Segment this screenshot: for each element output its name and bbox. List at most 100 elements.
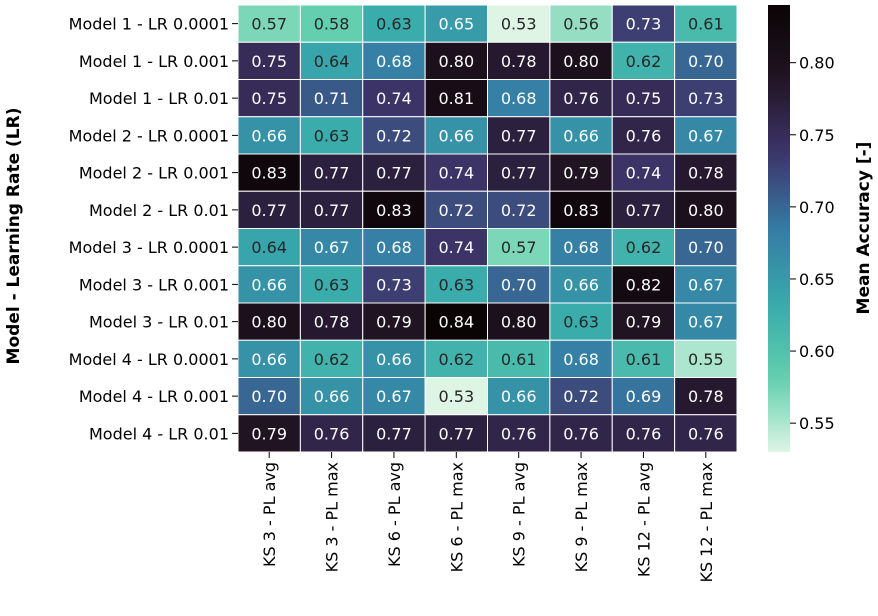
cell-value-label: 0.73	[376, 275, 412, 294]
colorbar-tick-label: 0.70	[799, 198, 835, 217]
heatmap-cell	[674, 414, 738, 453]
heatmap-cell	[362, 377, 426, 416]
cell-value-label: 0.57	[501, 238, 537, 257]
row-label: Model 3 - LR 0.0001	[69, 238, 229, 257]
heatmap-cell	[299, 41, 364, 80]
cell-value-label: 0.75	[251, 52, 287, 71]
heatmap-cell	[611, 79, 676, 118]
cell-value-label: 0.67	[688, 126, 724, 145]
column-label: KS 12 - PL max	[697, 462, 716, 583]
heatmap-cell	[237, 414, 301, 453]
cell-value-label: 0.67	[376, 387, 412, 406]
cell-value-label: 0.63	[314, 275, 350, 294]
cell-value-label: 0.57	[251, 15, 287, 34]
cell-value-label: 0.80	[251, 313, 287, 332]
cell-value-label: 0.62	[626, 52, 662, 71]
heatmap-cell	[487, 190, 551, 229]
cell-value-label: 0.79	[626, 313, 662, 332]
heatmap-cell	[362, 79, 426, 118]
column-label: KS 3 - PL max	[323, 462, 342, 572]
cell-value-label: 0.66	[501, 387, 537, 406]
cell-value-label: 0.61	[626, 350, 662, 369]
row-label: Model 1 - LR 0.01	[89, 89, 229, 108]
heatmap-cell	[424, 41, 488, 80]
cell-value-label: 0.75	[251, 89, 287, 108]
y-axis-label: Model - Learning Rate (LR)	[4, 108, 24, 365]
cell-value-label: 0.53	[439, 387, 475, 406]
heatmap-cell	[424, 79, 488, 118]
heatmap-cell	[362, 302, 426, 341]
heatmap-cell	[611, 190, 676, 229]
heatmap-cell	[237, 228, 301, 267]
cell-value-label: 0.80	[439, 52, 475, 71]
cell-value-label: 0.74	[439, 238, 475, 257]
cell-value-label: 0.70	[688, 52, 724, 71]
heatmap-cell	[299, 79, 364, 118]
cell-value-label: 0.81	[439, 89, 475, 108]
heatmap-cell	[487, 153, 551, 192]
heatmap-cell	[674, 302, 738, 341]
cell-value-label: 0.66	[563, 126, 599, 145]
heatmap-cell	[674, 228, 738, 267]
cell-value-label: 0.80	[563, 52, 599, 71]
cell-value-label: 0.70	[501, 275, 537, 294]
cell-value-label: 0.63	[314, 126, 350, 145]
cell-value-label: 0.76	[563, 89, 599, 108]
heatmap-cell	[674, 265, 738, 304]
cell-value-label: 0.72	[376, 126, 412, 145]
heatmap-cell	[487, 339, 551, 378]
heatmap-cell	[674, 79, 738, 118]
row-label: Model 1 - LR 0.001	[79, 52, 229, 71]
colorbar-tick-label: 0.75	[799, 126, 835, 145]
cell-value-label: 0.78	[314, 313, 350, 332]
cell-value-label: 0.74	[376, 89, 412, 108]
heatmap-cell	[362, 228, 426, 267]
cell-value-label: 0.76	[563, 424, 599, 443]
row-labels: Model 1 - LR 0.0001 Model 1 - LR 0.001 Mod…	[69, 15, 238, 443]
cell-value-label: 0.77	[251, 201, 287, 220]
cell-value-label: 0.80	[688, 201, 724, 220]
heatmap-cell	[674, 4, 738, 43]
heatmap-cell	[549, 190, 613, 229]
heatmap-cell	[549, 339, 613, 378]
cell-value-label: 0.62	[439, 350, 475, 369]
cell-value-label: 0.72	[439, 201, 475, 220]
cell-value-label: 0.64	[251, 238, 287, 257]
heatmap-cell	[487, 302, 551, 341]
cell-value-label: 0.79	[376, 313, 412, 332]
cell-value-label: 0.79	[251, 424, 287, 443]
cell-value-label: 0.70	[688, 238, 724, 257]
heatmap-cell	[487, 79, 551, 118]
cell-value-label: 0.68	[376, 52, 412, 71]
heatmap-cell	[299, 4, 364, 43]
heatmap-cell	[674, 339, 738, 378]
cell-value-label: 0.74	[626, 164, 662, 183]
heatmap-cell	[487, 377, 551, 416]
cell-value-label: 0.61	[501, 350, 537, 369]
heatmap-cell	[362, 116, 426, 155]
cell-value-label: 0.73	[626, 15, 662, 34]
cell-value-label: 0.83	[376, 201, 412, 220]
heatmap-cell	[611, 228, 676, 267]
column-label: KS 3 - PL avg	[260, 462, 279, 567]
cell-value-label: 0.68	[563, 238, 599, 257]
heatmap-cell	[424, 116, 488, 155]
cell-value-label: 0.77	[501, 126, 537, 145]
column-label: KS 12 - PL avg	[634, 462, 653, 577]
heatmap-cell	[362, 414, 426, 453]
row-label: Model 4 - LR 0.001	[79, 387, 229, 406]
heatmap-cell	[299, 228, 364, 267]
heatmap-cell	[362, 4, 426, 43]
cell-value-label: 0.77	[314, 201, 350, 220]
cell-value-label: 0.76	[314, 424, 350, 443]
cell-value-label: 0.56	[563, 15, 599, 34]
cell-value-label: 0.82	[626, 275, 662, 294]
cell-value-label: 0.66	[251, 350, 287, 369]
cell-value-label: 0.84	[439, 313, 475, 332]
row-label: Model 2 - LR 0.0001	[69, 126, 229, 145]
heatmap-cell	[362, 339, 426, 378]
cell-value-label: 0.64	[314, 52, 350, 71]
heatmap-cell	[549, 302, 613, 341]
row-label: Model 2 - LR 0.01	[89, 201, 229, 220]
